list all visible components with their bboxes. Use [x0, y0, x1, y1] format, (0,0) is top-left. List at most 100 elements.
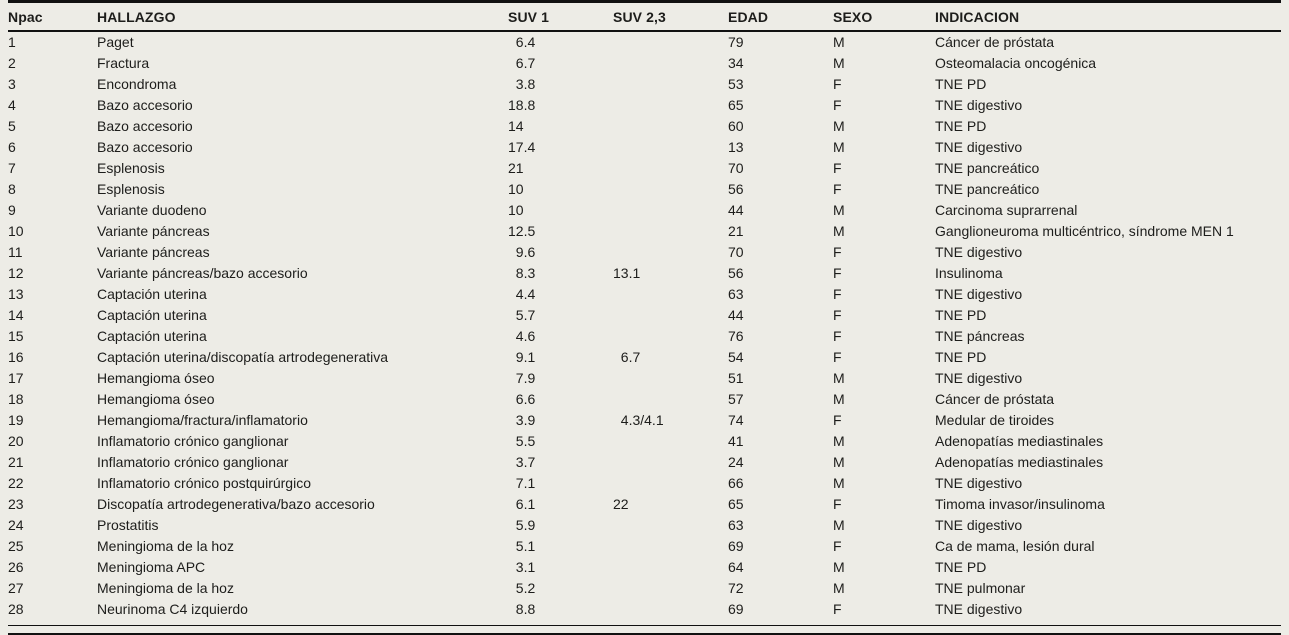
cell-indicacion: TNE pancreático	[935, 160, 1040, 176]
cell-suv1: 4.4	[508, 286, 536, 302]
cell-hallazgo: Hemangioma óseo	[97, 391, 215, 407]
cell-edad: 53	[728, 76, 744, 92]
cell-edad: 44	[728, 202, 744, 218]
cell-edad: 44	[728, 307, 744, 323]
cell-suv1: 5.5	[508, 433, 536, 449]
cell-suv1: 5.1	[508, 538, 536, 554]
table-bottom-rule-inner	[8, 624, 1281, 626]
cell-hallazgo: Neurinoma C4 izquierdo	[97, 601, 248, 617]
cell-npac: 8	[8, 181, 16, 197]
cell-suv1: 3.9	[508, 412, 536, 428]
cell-npac: 4	[8, 97, 16, 113]
cell-indicacion: Cáncer de próstata	[935, 391, 1055, 407]
cell-sexo: M	[833, 517, 845, 533]
cell-indicacion: TNE digestivo	[935, 517, 1023, 533]
cell-indicacion: Ca de mama, lesión dural	[935, 538, 1095, 554]
cell-edad: 64	[728, 559, 744, 575]
cell-suv1: 8.3	[508, 265, 536, 281]
table-row: 24 Prostatitis 5.9 63 M TNE digestivo	[8, 515, 1281, 536]
table-body: 1 Paget 6.4 79 M Cáncer de próstata 2 Fractura…	[8, 32, 1281, 621]
cell-edad: 56	[728, 181, 744, 197]
cell-sexo: M	[833, 34, 845, 50]
cell-sexo: M	[833, 118, 845, 134]
table-row: 23 Discopatía artrodegenerativa/bazo acce…	[8, 494, 1281, 515]
cell-sexo: F	[833, 265, 842, 281]
col-header-edad: EDAD	[728, 8, 769, 25]
cell-indicacion: TNE digestivo	[935, 139, 1023, 155]
cell-hallazgo: Meningioma de la hoz	[97, 580, 234, 596]
table-row: 3 Encondroma 3.8 53 F TNE PD	[8, 74, 1281, 95]
cell-suv1: 8.8	[508, 601, 536, 617]
cell-sexo: F	[833, 181, 842, 197]
cell-edad: 56	[728, 265, 744, 281]
table-row: 8 Esplenosis 10 56 F TNE pancreático	[8, 179, 1281, 200]
cell-edad: 65	[728, 97, 744, 113]
cell-indicacion: TNE digestivo	[935, 97, 1023, 113]
cell-suv1: 12.5	[508, 223, 536, 239]
table-row: 10 Variante páncreas 12.5 21 M Ganglioneuroma…	[8, 221, 1281, 242]
cell-hallazgo: Variante páncreas/bazo accesorio	[97, 265, 308, 281]
cell-edad: 69	[728, 538, 744, 554]
cell-npac: 23	[8, 496, 24, 512]
cell-npac: 7	[8, 160, 16, 176]
table-row: 5 Bazo accesorio 14 60 M TNE PD	[8, 116, 1281, 137]
cell-hallazgo: Esplenosis	[97, 160, 165, 176]
table-row: 27 Meningioma de la hoz 5.2 72 M TNE pulmona…	[8, 578, 1281, 599]
cell-indicacion: Medular de tiroides	[935, 412, 1055, 428]
cell-sexo: M	[833, 370, 845, 386]
cell-suv23: 6.7	[613, 349, 641, 365]
cell-hallazgo: Encondroma	[97, 76, 177, 92]
cell-npac: 9	[8, 202, 16, 218]
cell-suv1: 9.1	[508, 349, 536, 365]
cell-suv1: 3.8	[508, 76, 536, 92]
cell-npac: 20	[8, 433, 24, 449]
cell-hallazgo: Inflamatorio crónico ganglionar	[97, 454, 289, 470]
cell-hallazgo: Variante páncreas	[97, 244, 210, 260]
cell-hallazgo: Hemangioma/fractura/inflamatorio	[97, 412, 308, 428]
cell-edad: 63	[728, 286, 744, 302]
cell-edad: 13	[728, 139, 744, 155]
cell-sexo: M	[833, 139, 845, 155]
cell-suv1: 3.7	[508, 454, 536, 470]
cell-suv1: 4.6	[508, 328, 536, 344]
cell-edad: 24	[728, 454, 744, 470]
cell-sexo: F	[833, 97, 842, 113]
cell-hallazgo: Inflamatorio crónico ganglionar	[97, 433, 289, 449]
table-row: 22 Inflamatorio crónico postquirúrgico 7.…	[8, 473, 1281, 494]
cell-sexo: M	[833, 202, 845, 218]
cell-suv1: 7.9	[508, 370, 536, 386]
cell-edad: 34	[728, 55, 744, 71]
table-row: 20 Inflamatorio crónico ganglionar 5.5 41 M…	[8, 431, 1281, 452]
cell-suv23: 22	[613, 496, 629, 512]
cell-indicacion: TNE pancreático	[935, 181, 1040, 197]
cell-sexo: M	[833, 559, 845, 575]
table-row: 25 Meningioma de la hoz 5.1 69 F Ca de mama,…	[8, 536, 1281, 557]
cell-hallazgo: Esplenosis	[97, 181, 165, 197]
cell-indicacion: Ganglioneuroma multicéntrico, síndrome M…	[935, 223, 1234, 239]
cell-hallazgo: Discopatía artrodegenerativa/bazo acceso…	[97, 496, 375, 512]
cell-suv1: 18.8	[508, 97, 536, 113]
cell-hallazgo: Bazo accesorio	[97, 97, 193, 113]
cell-sexo: M	[833, 475, 845, 491]
cell-npac: 11	[8, 244, 23, 260]
cell-hallazgo: Meningioma de la hoz	[97, 538, 234, 554]
cell-edad: 79	[728, 34, 744, 50]
col-header-hallazgo: HALLAZGO	[97, 8, 176, 25]
col-header-npac: Npac	[8, 8, 43, 25]
cell-npac: 13	[8, 286, 24, 302]
table-row: 16 Captación uterina/discopatía artrodege…	[8, 347, 1281, 368]
cell-suv1: 5.7	[508, 307, 536, 323]
col-header-indicacion: INDICACION	[935, 8, 1020, 25]
cell-indicacion: TNE páncreas	[935, 328, 1025, 344]
cell-indicacion: TNE PD	[935, 559, 987, 575]
table-header-row: Npac HALLAZGO SUV 1 SUV 2,3 EDAD SEXO IN…	[8, 3, 1281, 30]
cell-suv1: 5.2	[508, 580, 536, 596]
cell-edad: 57	[728, 391, 744, 407]
cell-npac: 15	[8, 328, 24, 344]
table-row: 6 Bazo accesorio 17.4 13 M TNE digestivo	[8, 137, 1281, 158]
cell-indicacion: TNE digestivo	[935, 475, 1023, 491]
cell-sexo: F	[833, 412, 842, 428]
cell-indicacion: TNE PD	[935, 307, 987, 323]
cell-npac: 12	[8, 265, 24, 281]
cell-edad: 72	[728, 580, 744, 596]
